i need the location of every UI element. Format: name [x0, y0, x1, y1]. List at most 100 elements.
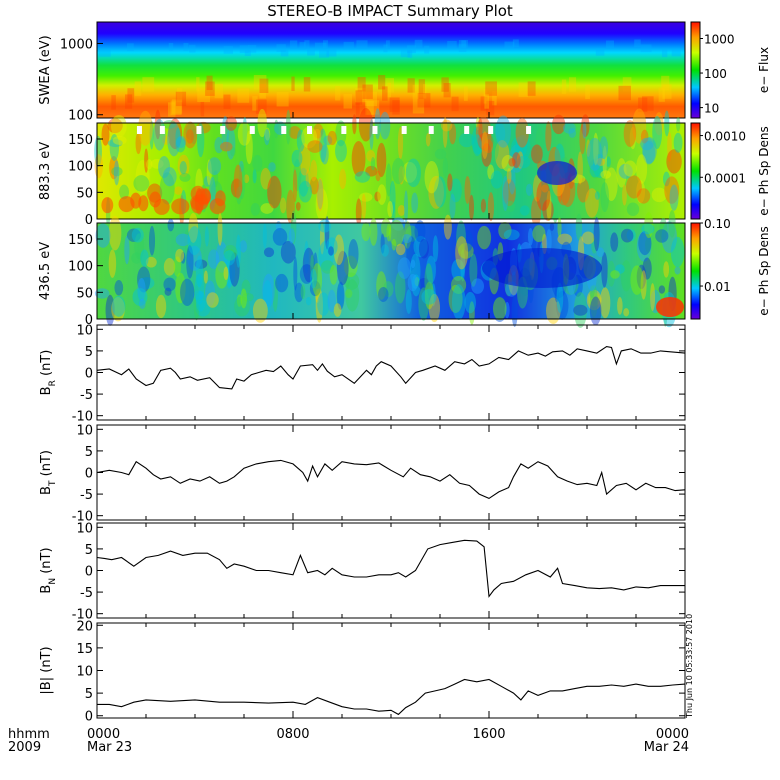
spectrogram-texture — [670, 236, 685, 268]
spectrogram-texture — [552, 201, 558, 223]
spectrogram-texture — [424, 281, 434, 310]
spectrogram-texture — [541, 184, 549, 193]
spectrogram-texture — [532, 225, 546, 243]
data-gap — [220, 126, 226, 134]
spectrogram-texture — [354, 171, 371, 183]
spectrogram-texture — [486, 100, 495, 116]
y-tick-label: 0 — [85, 467, 93, 482]
spectrogram-texture — [469, 253, 478, 287]
spectrogram-texture — [661, 221, 677, 254]
spectrogram-texture — [395, 271, 406, 304]
time-axis-row1-label: hhmm — [8, 727, 50, 742]
spectrogram-texture — [245, 130, 253, 165]
spectrogram-texture — [592, 153, 607, 179]
spectrogram-texture — [196, 77, 200, 92]
spectrogram-texture — [515, 117, 529, 148]
spectrogram-texture — [223, 46, 233, 54]
spectrogram-texture — [458, 132, 475, 148]
spectrogram-texture — [304, 40, 310, 48]
spectrogram-texture — [480, 96, 488, 111]
spectrogram-texture — [588, 158, 603, 179]
spectrogram-texture — [441, 77, 449, 92]
spectrogram-texture — [387, 82, 392, 98]
spectrogram-texture — [260, 203, 274, 214]
spectrogram-texture — [205, 280, 216, 307]
spectrogram-texture — [674, 266, 681, 275]
panel-frame — [96, 324, 686, 421]
spectrogram-texture — [109, 133, 120, 161]
y-tick-label: 10 — [76, 521, 93, 536]
spectrogram-texture — [509, 144, 524, 173]
spectrogram-texture — [205, 81, 215, 96]
spectrogram-texture — [187, 245, 202, 271]
spectrogram-texture — [626, 229, 636, 242]
spectrogram-texture — [593, 132, 599, 166]
spectrogram-texture — [267, 175, 282, 209]
spectrogram-texture — [386, 223, 392, 242]
spectrogram-texture — [463, 230, 473, 252]
y-tick-label: 5 — [85, 345, 93, 360]
spectrogram-texture — [362, 84, 373, 99]
spectrogram-texture — [355, 198, 362, 226]
spectrogram-texture — [98, 48, 111, 57]
spectrogram-texture — [662, 84, 672, 99]
spectrogram-texture — [658, 87, 665, 102]
spectrogram-texture — [135, 131, 142, 155]
spectrogram-texture — [434, 148, 447, 160]
spectrogram-texture — [255, 99, 267, 114]
spectrogram-texture — [388, 219, 405, 247]
spectrogram-texture — [343, 94, 353, 109]
spectrogram-texture — [658, 285, 666, 294]
colorbar-gradient — [690, 21, 701, 119]
spectrogram-texture — [162, 167, 177, 187]
spectrogram-texture — [589, 296, 602, 326]
spectrogram-texture — [144, 148, 149, 173]
y-axis-label-unit: (nT) — [39, 450, 54, 480]
spectrogram-texture — [111, 297, 125, 322]
spectrogram-texture — [135, 159, 150, 195]
spectrogram-texture — [638, 97, 648, 112]
spectrogram-texture — [310, 254, 315, 279]
spectrogram-texture — [552, 114, 566, 135]
y-axis-label-unit: (nT) — [39, 350, 54, 380]
spectrogram-texture — [312, 252, 318, 287]
spectrogram-texture — [407, 50, 413, 58]
y-tick-label: -10 — [72, 510, 93, 525]
spectrogram-texture — [636, 264, 647, 290]
y-axis-label-main: B — [39, 486, 54, 495]
spectrogram-texture — [519, 205, 530, 216]
spectrogram-texture — [410, 253, 421, 289]
spectrogram-texture — [125, 94, 133, 109]
spectrogram-texture — [356, 40, 368, 48]
y-tick-label: 150 — [68, 133, 93, 148]
spectrogram-texture — [503, 229, 520, 241]
spectrogram-texture — [336, 250, 349, 286]
spectrogram-texture — [617, 296, 623, 315]
spectrogram-texture — [138, 110, 153, 146]
spectrogram-texture — [345, 274, 350, 288]
spectrogram-texture — [442, 117, 448, 148]
spectrogram-texture — [516, 155, 531, 169]
spectrogram-texture — [318, 219, 332, 233]
swea-spectrogram — [97, 22, 685, 118]
spectrogram-texture — [241, 279, 251, 296]
spectrogram-texture — [206, 75, 213, 91]
spectrogram-texture — [305, 169, 311, 188]
spectrogram-texture — [319, 128, 327, 163]
spectrogram-texture — [234, 296, 250, 317]
y-axis-label-subscript: N — [48, 578, 58, 585]
spectrogram-texture — [557, 233, 573, 245]
data-gap — [372, 126, 378, 134]
spectrogram-texture — [508, 164, 516, 195]
spectrogram-texture — [179, 161, 187, 175]
spectrogram-texture — [392, 100, 400, 115]
spectrogram-texture — [403, 221, 412, 249]
spectrogram-texture — [549, 222, 555, 231]
spectrogram-texture — [391, 201, 396, 223]
spectrogram-texture — [376, 271, 387, 300]
spectrogram-texture — [430, 283, 436, 307]
spectrogram-texture — [276, 44, 286, 52]
spectrogram-texture — [134, 233, 145, 260]
spectrogram-texture — [527, 81, 536, 96]
spectrogram-texture — [345, 279, 360, 312]
